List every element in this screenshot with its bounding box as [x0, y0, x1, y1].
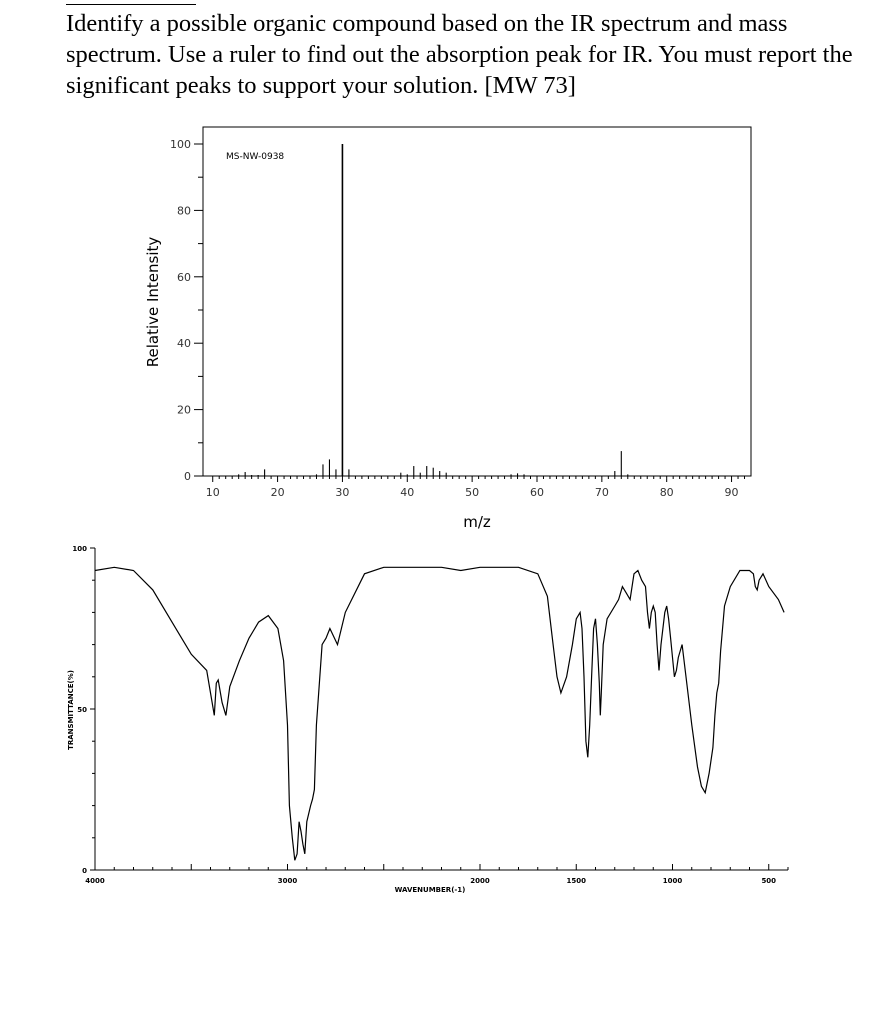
ir-axes: 4000 3000 2000 1500 1000 500 0 50 100	[72, 545, 789, 885]
ms-y-axis-label: Relative Intensity	[144, 237, 162, 368]
ms-x-tick-label: 30	[335, 486, 349, 499]
ms-x-tick-label: 90	[725, 486, 739, 499]
ms-x-tick-label: 40	[400, 486, 414, 499]
ms-x-tick-label: 80	[660, 486, 674, 499]
ir-x-axis-label: WAVENUMBER(-1)	[395, 886, 466, 894]
ms-y-tick-label: 40	[177, 337, 191, 350]
ms-x-tick-label: 10	[206, 486, 220, 499]
ms-y-tick-label: 20	[177, 404, 191, 417]
ms-axes: 10 20 30 40 50 60 70 80 90 0 20 40 60 80 100	[170, 138, 746, 499]
ms-y-tick-label: 0	[184, 470, 191, 483]
ms-annotation: MS-NW-0938	[226, 152, 284, 162]
ms-y-tick-label: 100	[170, 138, 191, 151]
ms-peaks	[238, 144, 629, 476]
question-overline	[66, 4, 196, 5]
ms-x-tick-label: 70	[595, 486, 609, 499]
ms-x-tick-label: 20	[271, 486, 285, 499]
ms-y-tick-label: 60	[177, 271, 191, 284]
ir-y-tick-label: 100	[72, 545, 87, 553]
ms-plot-frame	[202, 126, 752, 477]
question-text: Identify a possible organic compound bas…	[66, 4, 866, 101]
ir-y-axis-label: TRANSMITTANCE(%)	[67, 670, 75, 750]
mass-spectrum-chart: 10 20 30 40 50 60 70 80 90 0 20 40 60 80 100 MS-NW-093…	[144, 126, 752, 530]
question-body: Identify a possible organic compound bas…	[66, 10, 853, 99]
ms-x-axis-label: m/z	[463, 513, 491, 530]
ms-x-tick-label: 60	[530, 486, 544, 499]
ms-x-tick-label: 50	[465, 486, 479, 499]
ir-x-tick-label: 500	[761, 877, 776, 885]
ir-axes-frame	[94, 548, 788, 871]
ir-x-tick-label: 1500	[567, 877, 587, 885]
ir-x-tick-label: 3000	[278, 877, 298, 885]
ir-x-tick-label: 1000	[663, 877, 683, 885]
ir-x-tick-label: 2000	[470, 877, 490, 885]
ir-spectrum-line	[94, 566, 785, 861]
ir-y-tick-label: 50	[77, 706, 87, 714]
ms-y-tick-label: 80	[177, 204, 191, 217]
ir-y-tick-label: 0	[82, 867, 87, 875]
ir-x-tick-label: 4000	[85, 877, 105, 885]
